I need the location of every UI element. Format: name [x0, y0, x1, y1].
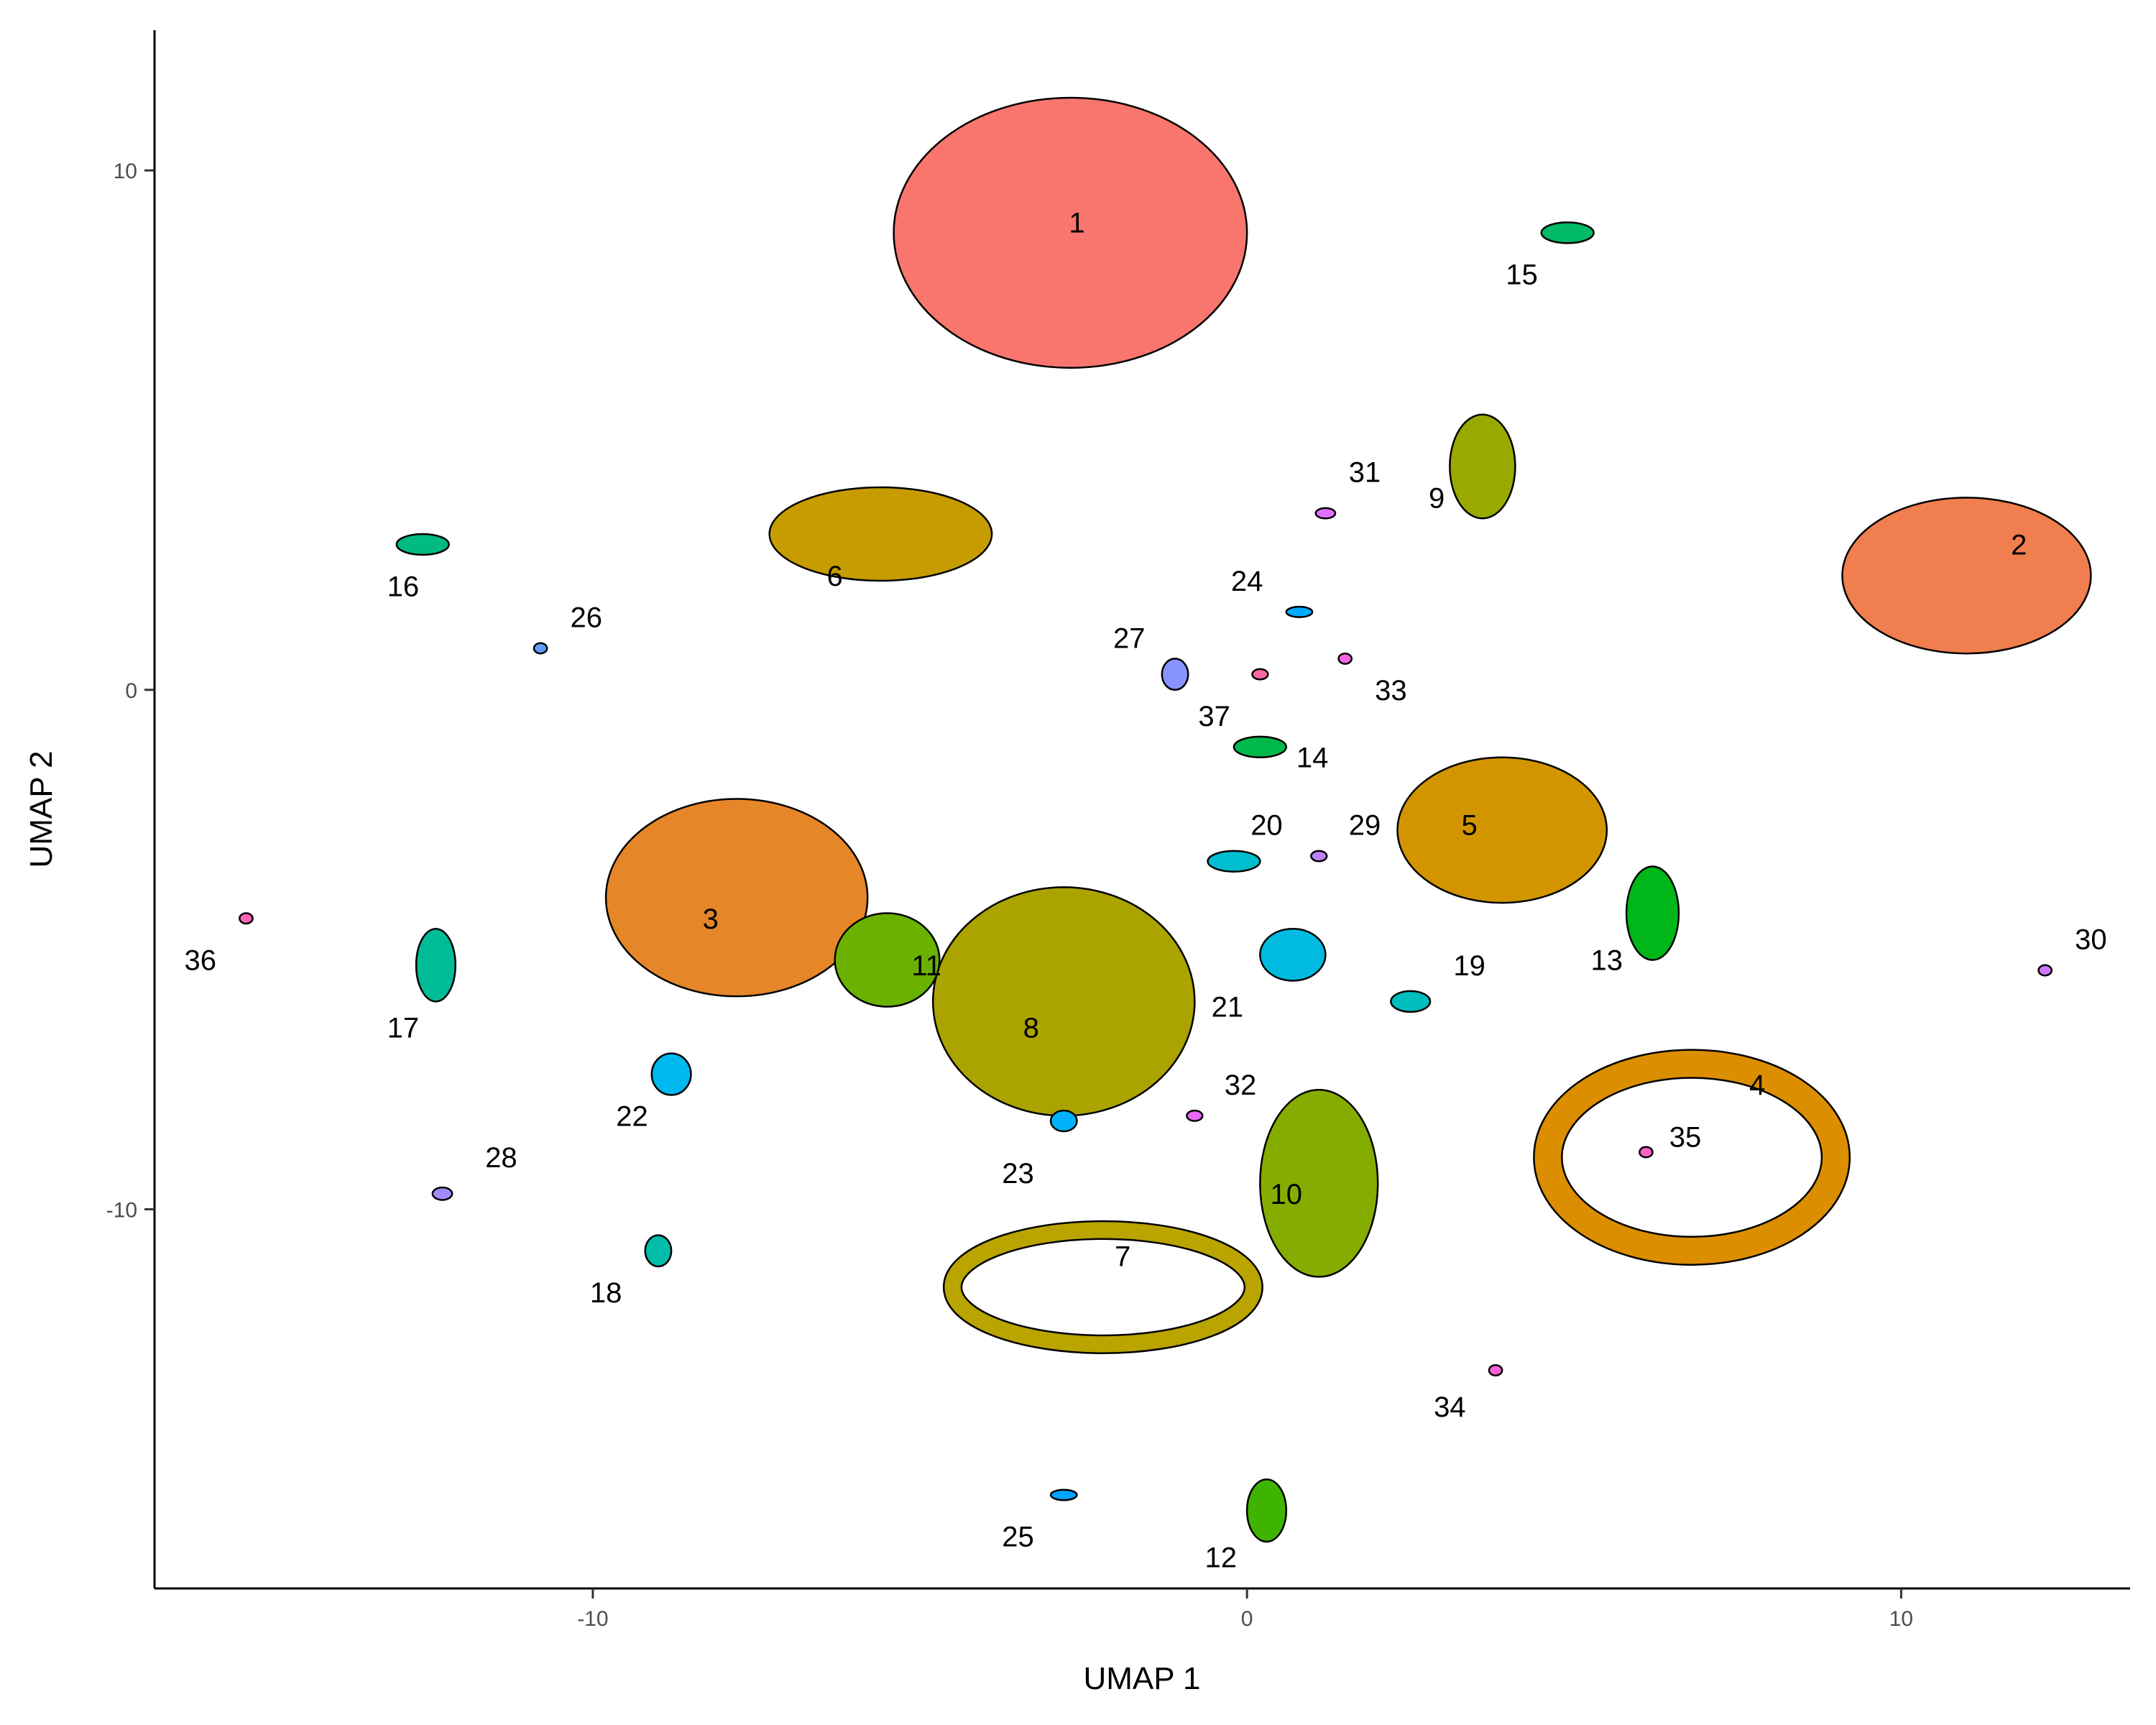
- x-axis-title: UMAP 1: [1083, 1661, 1200, 1696]
- cluster-30-label: 30: [2075, 924, 2107, 956]
- cluster-16-points: [395, 533, 450, 556]
- cluster-10-label: 10: [1271, 1179, 1303, 1210]
- cluster-18-points: [644, 1234, 673, 1268]
- cluster-3-points: [604, 798, 869, 998]
- cluster-22-points: [650, 1052, 692, 1096]
- cluster-28-points: [431, 1186, 453, 1201]
- cluster-2-label: 2: [2011, 529, 2027, 561]
- y-tick-label: 0: [125, 679, 137, 703]
- cluster-8-points: [931, 886, 1196, 1117]
- cluster-24-label: 24: [1231, 566, 1263, 597]
- cluster-11-points: [834, 912, 941, 1008]
- cluster-4-points: [1534, 1050, 1849, 1264]
- cluster-marks: [239, 96, 2092, 1543]
- cluster-2-points: [1841, 497, 2092, 655]
- cluster-25-points: [1049, 1489, 1078, 1501]
- cluster-26-label: 26: [571, 602, 603, 634]
- cluster-25-label: 25: [1002, 1522, 1034, 1553]
- cluster-29-points: [1310, 850, 1328, 862]
- cluster-6-label: 6: [827, 561, 843, 592]
- cluster-5-label: 5: [1462, 810, 1478, 842]
- y-axis-title: UMAP 2: [24, 750, 59, 868]
- cluster-23-points: [1049, 1109, 1078, 1133]
- cluster-21-points: [1259, 927, 1327, 982]
- cluster-12-label: 12: [1204, 1542, 1237, 1574]
- cluster-20-points: [1207, 850, 1261, 873]
- cluster-29-label: 29: [1349, 810, 1381, 842]
- cluster-21-label: 21: [1212, 992, 1244, 1024]
- cluster-17-label: 17: [387, 1013, 420, 1044]
- cluster-18-label: 18: [590, 1277, 622, 1309]
- cluster-20-label: 20: [1250, 810, 1283, 842]
- x-tick-label: 10: [1889, 1607, 1913, 1631]
- cluster-19-points: [1390, 990, 1432, 1013]
- cluster-27-points: [1161, 658, 1189, 691]
- cluster-7-points: [944, 1222, 1262, 1353]
- cluster-28-label: 28: [485, 1142, 517, 1174]
- cluster-33-points: [1337, 652, 1353, 665]
- y-axis-ticks: 10 0 -10: [106, 160, 155, 1222]
- cluster-37-label: 37: [1198, 701, 1230, 732]
- cluster-26-points: [533, 642, 548, 655]
- y-tick-label: 10: [114, 160, 137, 183]
- cluster-15-points: [1540, 221, 1595, 244]
- cluster-labels: 1234567891011121314151617181920212223242…: [184, 207, 2106, 1573]
- y-tick-label: -10: [106, 1198, 137, 1222]
- x-axis-ticks: -10 0 10: [577, 1588, 1913, 1631]
- cluster-1-points: [893, 96, 1248, 369]
- cluster-14-label: 14: [1296, 742, 1329, 774]
- x-tick-label: 0: [1241, 1607, 1253, 1631]
- cluster-3-label: 3: [703, 903, 719, 935]
- cluster-9-label: 9: [1429, 482, 1445, 514]
- cluster-15-label: 15: [1506, 259, 1538, 291]
- x-tick-label: -10: [577, 1607, 608, 1631]
- cluster-12-points: [1245, 1478, 1288, 1543]
- cluster-37-points: [1251, 668, 1269, 681]
- cluster-13-points: [1625, 865, 1680, 961]
- cluster-17-points: [415, 927, 456, 1003]
- cluster-30-points: [2037, 964, 2053, 977]
- cluster-32-points: [1186, 1109, 1204, 1122]
- cluster-34-label: 34: [1434, 1392, 1466, 1423]
- cluster-11-label: 11: [911, 950, 941, 982]
- cluster-35-points: [1639, 1146, 1654, 1159]
- cluster-7-label: 7: [1115, 1241, 1130, 1272]
- cluster-8-label: 8: [1023, 1013, 1039, 1044]
- cluster-23-label: 23: [1002, 1158, 1034, 1190]
- cluster-10-points: [1259, 1088, 1379, 1278]
- cluster-36-points: [239, 912, 254, 925]
- cluster-36-label: 36: [184, 945, 216, 977]
- cluster-27-label: 27: [1113, 623, 1146, 655]
- cluster-19-label: 19: [1453, 950, 1485, 982]
- cluster-31-label: 31: [1349, 456, 1381, 488]
- cluster-9-points: [1449, 413, 1516, 520]
- cluster-35-label: 35: [1669, 1121, 1702, 1153]
- cluster-34-points: [1488, 1364, 1503, 1376]
- cluster-22-label: 22: [616, 1100, 648, 1132]
- cluster-14-points: [1233, 735, 1288, 758]
- cluster-5-points: [1396, 756, 1608, 904]
- cluster-4-label: 4: [1749, 1070, 1765, 1101]
- cluster-24-points: [1285, 605, 1314, 618]
- cluster-1-label: 1: [1069, 207, 1084, 239]
- cluster-32-label: 32: [1225, 1070, 1257, 1101]
- cluster-6-points: [768, 486, 993, 582]
- cluster-33-label: 33: [1375, 675, 1407, 707]
- cluster-31-points: [1314, 507, 1337, 520]
- cluster-16-label: 16: [387, 571, 420, 602]
- cluster-13-label: 13: [1591, 945, 1623, 977]
